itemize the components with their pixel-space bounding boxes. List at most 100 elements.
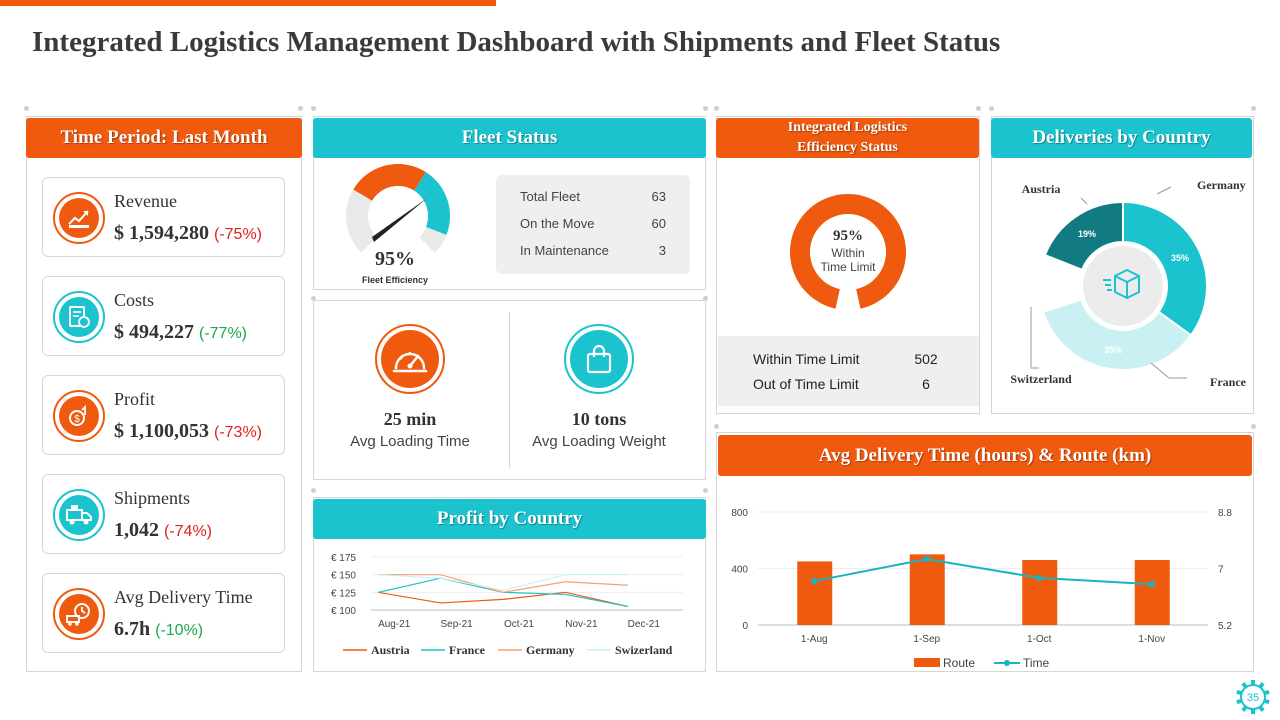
efficiency-header-line: Efficiency Status [797, 140, 898, 155]
time-point [1148, 580, 1155, 588]
fleet-efficiency-label: Fleet Efficiency [361, 275, 429, 285]
kpi-label: Shipments [114, 488, 191, 508]
y-tick-label: € 100 [331, 606, 356, 617]
loading-time-value: 25 min [383, 409, 437, 429]
y-right-tick-label: 8.8 [1218, 508, 1232, 519]
corner-dot [714, 424, 719, 429]
kpi-change: (-77%) [199, 325, 248, 342]
gear-tooth [1251, 708, 1255, 714]
y-left-tick-label: 800 [731, 508, 748, 519]
speed-lines [1103, 279, 1112, 291]
loading-time-label: Avg Loading Time [350, 433, 470, 450]
fleet-row-value: 60 [651, 216, 666, 231]
y-tick-label: € 150 [331, 571, 356, 582]
efficiency-center-value: 95% [833, 228, 863, 244]
kpi-icon-ring [53, 489, 105, 541]
loading-weight-badge [564, 324, 634, 394]
kpi-label: Revenue [114, 191, 177, 211]
fleet-row-label: In Maintenance [520, 243, 609, 258]
kpi-card-profit: $ Profit $ 1,100,053 (-73%) [42, 375, 285, 455]
leader-line [1150, 362, 1187, 379]
delivery-route-combo-chart: 800 8.8 400 7 0 5.2 1-Aug 1-Sep 1-Oct 1-Nov Route T… [731, 508, 1232, 670]
kpi-value: $ 1,100,053 (-73%) [114, 420, 262, 443]
x-tick-label: Sep-21 [440, 619, 473, 630]
leader-line [1030, 307, 1039, 369]
delivery-route-header: Avg Delivery Time (hours) & Route (km) [718, 435, 1252, 476]
box-outline [1114, 268, 1140, 300]
kpi-icon-ring [53, 291, 105, 343]
series-line-austria [378, 591, 628, 608]
legend-label: Germany [526, 643, 575, 657]
page-title: Integrated Logistics Management Dashboar… [32, 26, 1001, 58]
page-number: 35 [1247, 692, 1259, 704]
efficiency-ring [790, 194, 906, 309]
donut-category-label: France [1210, 375, 1247, 389]
profit-header: Profit by Country [313, 499, 706, 539]
kpi-card-shipments: Shipments 1,042 (-74%) [42, 474, 285, 554]
legend-label: Route [943, 656, 975, 670]
efficiency-row-value: 6 [922, 376, 930, 392]
x-tick-label: 1-Sep [913, 634, 940, 645]
fleet-row-label: On the Move [520, 216, 595, 231]
efficiency-center-line: Within [831, 246, 865, 260]
kpi-amount: $ 1,100,053 [114, 420, 209, 442]
kpi-change: (-10%) [155, 622, 204, 639]
kpi-value: 6.7h (-10%) [114, 618, 203, 641]
fleet-efficiency-value: 95% [375, 248, 415, 270]
box-edges [1114, 275, 1140, 298]
corner-dot [989, 106, 994, 111]
efficiency-center-text: Within Time Limit [808, 246, 888, 275]
donut-slice-austria [1043, 200, 1124, 272]
box-delivery-icon [1103, 268, 1140, 300]
donut-slice-france [1041, 298, 1193, 371]
kpi-card-avg-delivery-time: Avg Delivery Time 6.7h (-10%) [42, 573, 285, 653]
kpi-label: Costs [114, 290, 155, 310]
loading-weight-value: 10 tons [571, 409, 627, 429]
efficiency-row-value: 502 [914, 351, 938, 367]
efficiency-center-line: Time Limit [820, 260, 876, 275]
fleet-status-header: Fleet Status [313, 118, 706, 158]
corner-dot [714, 106, 719, 111]
y-left-tick-label: 0 [742, 621, 748, 632]
donut-slice-germany [1122, 200, 1208, 337]
kpi-amount: $ 1,594,280 [114, 222, 209, 244]
kpi-change: (-75%) [214, 226, 263, 243]
kpi-amount: $ 494,227 [114, 321, 194, 343]
donut-data-label: 35% [1104, 345, 1122, 355]
delivery-time-icon [59, 594, 99, 634]
legend-label: Austria [371, 643, 410, 657]
kpi-card-costs: Costs $ 494,227 (-77%) [42, 276, 285, 356]
loading-divider [509, 312, 510, 468]
kpi-value: 1,042 (-74%) [114, 519, 212, 542]
corner-dot [703, 106, 708, 111]
gauge-orange-arc [353, 164, 426, 201]
svg-text:$: $ [74, 414, 80, 425]
leader-line [1080, 197, 1088, 205]
corner-dot [976, 106, 981, 111]
corner-dot [298, 106, 303, 111]
deliveries-header: Deliveries by Country [991, 118, 1252, 158]
fleet-row-label: Total Fleet [520, 189, 580, 204]
efficiency-donut [790, 194, 906, 309]
legend-swatch-route [914, 658, 940, 667]
corner-dot [703, 296, 708, 301]
donut-data-label: 19% [1078, 229, 1096, 239]
deliveries-donut-chart: 35% Germany 35% France Switzerland 19% Austria [1010, 178, 1247, 389]
kpi-amount: 1,042 [114, 519, 159, 541]
revenue-chart-icon [59, 198, 99, 238]
y-right-tick-label: 7 [1218, 565, 1224, 576]
corner-dot [24, 106, 29, 111]
legend-label: Time [1023, 656, 1050, 670]
kpi-icon-ring [53, 192, 105, 244]
route-bar [797, 561, 833, 625]
kpi-icon-ring [53, 588, 105, 640]
shipment-truck-icon [59, 495, 99, 535]
fleet-row-value: 63 [651, 189, 666, 204]
y-tick-label: € 125 [331, 588, 356, 599]
series-line-germany [378, 574, 628, 593]
profit-line-chart: € 175 € 150 € 125 € 100 Aug-21 Sep-21 Oct-21 No… [331, 553, 683, 657]
legend-label: Swizerland [615, 643, 673, 657]
donut-category-label: Germany [1197, 178, 1246, 192]
kpi-icon-ring: $ [53, 390, 105, 442]
y-right-tick-label: 5.2 [1218, 621, 1232, 632]
